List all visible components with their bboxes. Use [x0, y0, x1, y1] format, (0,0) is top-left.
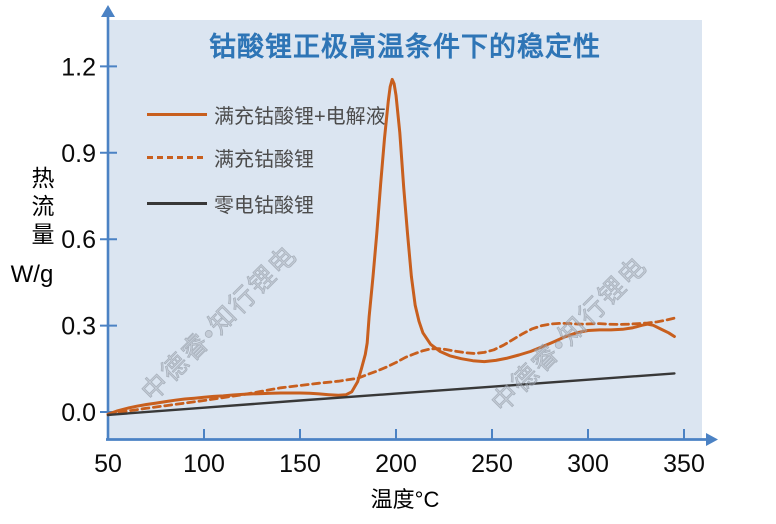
y-tick-label: 1.2	[61, 53, 96, 81]
x-axis-arrow-icon	[706, 433, 718, 446]
legend-item-full-charged-lco-electrolyte: 满充钴酸锂+电解液	[147, 101, 386, 128]
legend-swatch-dark-line	[147, 201, 207, 205]
legend-label: 零电钴酸锂	[214, 194, 314, 217]
series-line-0	[106, 77, 676, 416]
y-tick-label: 0.0	[61, 399, 96, 427]
legend-label: 满充钴酸锂+电解液	[214, 105, 386, 128]
x-tick-label: 350	[663, 450, 705, 478]
x-axis-title: 温度°C	[370, 487, 440, 512]
x-tick-label: 300	[567, 450, 609, 478]
series-line-2	[106, 372, 676, 417]
x-tick-label: 250	[471, 450, 513, 478]
plot-area	[108, 20, 702, 440]
y-axis-unit: W/g	[10, 261, 54, 288]
legend-swatch-solid-orange-line	[147, 112, 207, 116]
x-tick-label: 200	[375, 450, 417, 478]
y-tick-label: 0.6	[61, 226, 96, 254]
y-axis-arrow-icon	[101, 5, 115, 17]
y-tick-label: 0.9	[61, 140, 96, 168]
series-line-1	[106, 316, 676, 417]
x-tick-label: 100	[183, 450, 225, 478]
x-tick-label: 50	[94, 450, 122, 478]
legend-label: 满充钴酸锂	[214, 148, 314, 171]
chart-title: 钴酸锂正极高温条件下的稳定性	[209, 32, 601, 62]
legend-swatch-dashed-orange-line	[147, 155, 207, 159]
y-tick-label: 0.3	[61, 313, 96, 341]
legend-item-full-charged-lco: 满充钴酸锂	[147, 144, 314, 171]
x-tick-label: 150	[279, 450, 321, 478]
y-axis-title: 热流量	[28, 166, 54, 250]
legend-item-zero-charge-lco: 零电钴酸锂	[147, 190, 314, 217]
